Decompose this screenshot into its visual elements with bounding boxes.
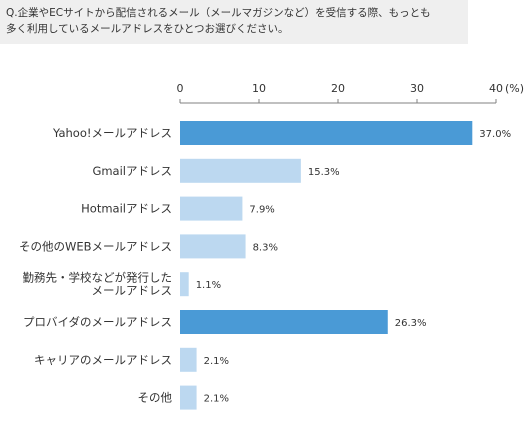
question-box: Q.企業やECサイトから配信されるメール（メールマガジンなど）を受信する際、もっ… (0, 0, 468, 44)
x-tick-label: 30 (410, 82, 424, 95)
x-axis-unit-label: (%) (505, 82, 524, 95)
bar (180, 121, 473, 145)
value-label: 1.1% (196, 280, 221, 291)
bar (180, 158, 301, 183)
category-label: Gmailアドレス (92, 164, 172, 178)
value-label: 26.3% (395, 318, 427, 329)
category-label: メールアドレス (92, 284, 173, 298)
category-label: キャリアのメールアドレス (34, 353, 172, 367)
x-tick-label: 0 (177, 82, 184, 95)
category-label: Yahoo!メールアドレス (52, 126, 172, 140)
value-label: 2.1% (204, 356, 229, 367)
category-label: その他のWEBメールアドレス (19, 239, 172, 253)
x-tick-label: 40 (489, 82, 503, 95)
bar (180, 385, 197, 410)
bar (180, 234, 246, 259)
bar (180, 272, 189, 297)
x-tick-label: 10 (252, 82, 266, 95)
value-label: 2.1% (204, 394, 229, 405)
value-label: 15.3% (308, 167, 340, 178)
bar (180, 310, 388, 334)
x-tick-label: 20 (331, 82, 345, 95)
category-label: Hotmailアドレス (81, 202, 172, 216)
category-label: 勤務先・学校などが発行した (23, 271, 173, 285)
category-label: プロバイダのメールアドレス (23, 315, 172, 329)
category-label: その他 (138, 391, 173, 405)
bar (180, 196, 243, 221)
value-label: 8.3% (253, 242, 278, 253)
question-line-1: Q.企業やECサイトから配信されるメール（メールマガジンなど）を受信する際、もっ… (6, 7, 431, 19)
question-line-2: 多く利用しているメールアドレスをひとつお選びください。 (6, 23, 289, 35)
bar (180, 347, 197, 372)
value-label: 37.0% (479, 129, 511, 140)
value-label: 7.9% (249, 205, 274, 216)
